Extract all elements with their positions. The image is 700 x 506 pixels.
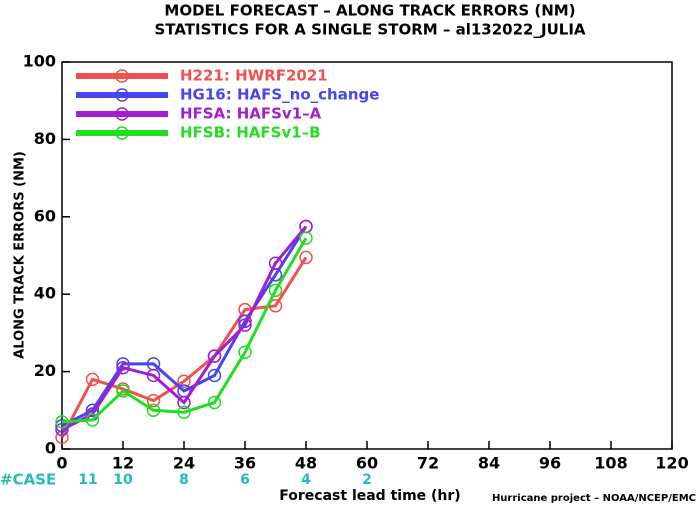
data-point [299,250,313,265]
y-tick-label: 100 [23,52,56,71]
footer: Hurricane project – NOAA/NCEP/EMC [492,493,696,504]
case-count: 4 [301,472,311,488]
x-tick-label: 60 [356,454,378,473]
legend-label: H221: HWRF2021 [180,67,328,85]
legend-label: HFSA: HAFSv1–A [180,105,322,123]
chart-title: MODEL FORECAST – ALONG TRACK ERRORS (NM) [164,2,575,20]
series-line [61,225,308,428]
data-point [238,318,252,332]
data-point [268,256,283,270]
x-tick-label: 72 [417,454,439,473]
data-point [146,393,161,408]
plot-frame [61,61,673,450]
legend-label: HG16: HAFS_no_change [180,86,379,104]
legend-marker [115,69,129,83]
y-tick-label: 40 [34,284,56,303]
legend-marker [115,88,129,102]
y-axis-label: ALONG TRACK ERRORS (NM) [13,151,28,359]
data-point [299,231,313,245]
x-tick-label: 120 [655,454,688,473]
series-line [61,225,308,431]
legend-label: HFSB: HAFSv1–B [180,124,321,142]
data-point [85,372,100,387]
data-point [116,360,130,375]
x-tick-label: 24 [173,454,195,473]
y-tick-label: 80 [34,129,56,148]
case-count: 10 [113,472,133,488]
series-line [61,237,308,424]
y-tick-label: 20 [34,361,56,380]
data-point [85,403,100,418]
data-point [177,405,191,419]
case-count: 11 [78,472,97,488]
data-point [55,422,69,437]
case-count: 8 [179,472,189,488]
case-count: 6 [240,472,250,488]
x-tick-label: 0 [56,454,67,473]
data-point [177,395,191,410]
x-tick-label: 108 [594,454,627,473]
data-point [55,415,69,429]
data-point [146,403,161,418]
legend-marker [115,126,129,140]
data-point [116,384,130,398]
data-point [207,395,222,410]
y-tick-label: 60 [34,206,56,225]
y-tick-label: 0 [45,439,56,458]
data-point [177,374,191,389]
data-point [146,368,161,383]
legend-marker [115,107,129,121]
series-line [60,256,308,439]
data-point [85,413,100,427]
x-tick-label: 96 [539,454,561,473]
data-point [207,349,222,363]
data-point [207,368,222,383]
x-axis-label: Forecast lead time (hr) [279,488,460,504]
x-tick-label: 12 [112,454,134,473]
x-tick-label: 84 [478,454,500,473]
x-tick-label: 36 [234,454,256,473]
data-point [268,283,283,298]
chart-subtitle: STATISTICS FOR A SINGLE STORM – al132022… [154,21,585,39]
x-tick-label: 48 [295,454,317,473]
cases-label: #CASE [0,471,56,489]
case-count: 2 [362,472,372,488]
data-point [238,345,252,359]
